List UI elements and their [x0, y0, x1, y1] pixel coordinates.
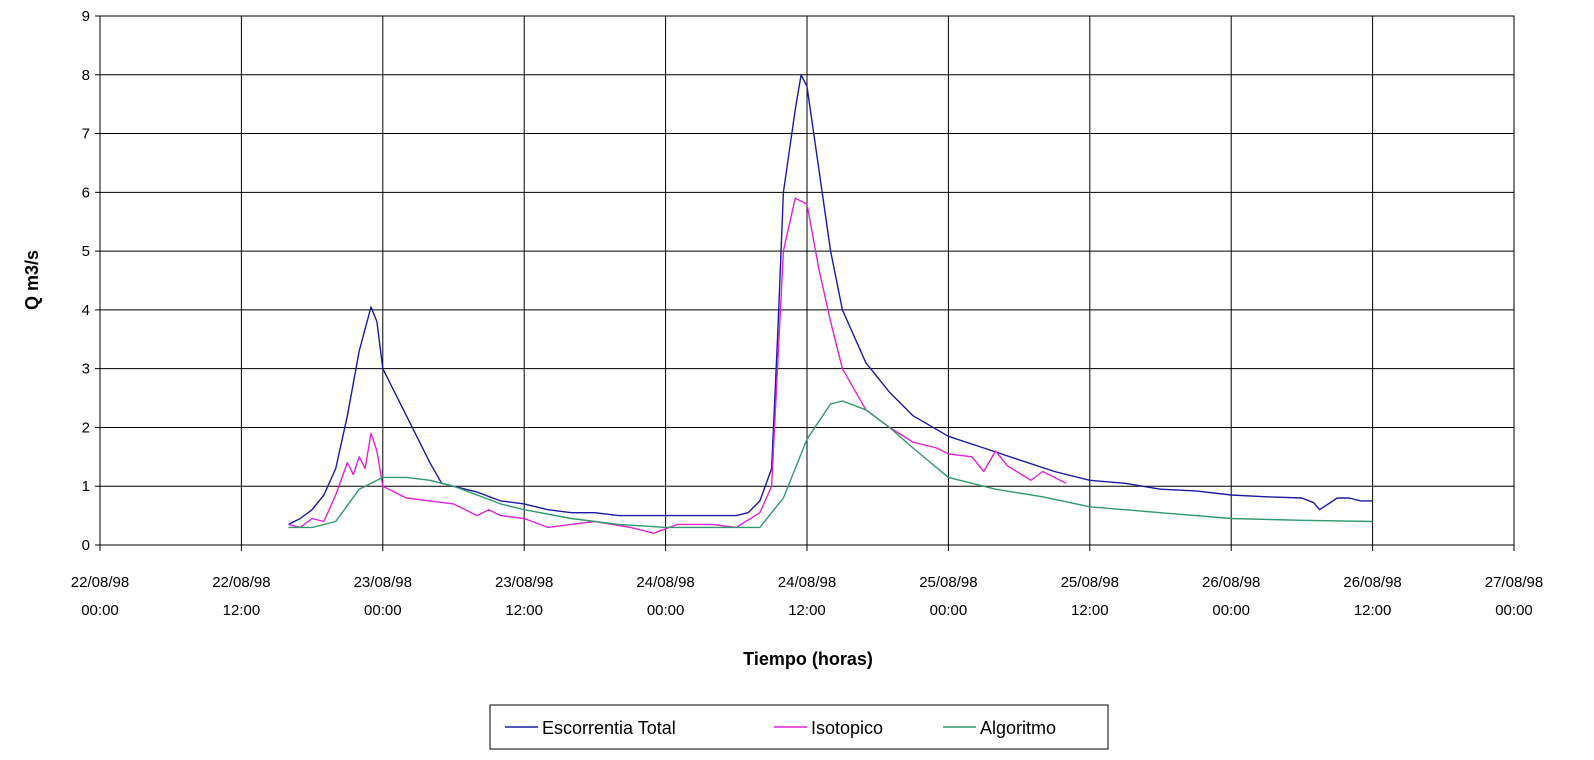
x-tick-date: 23/08/98 [495, 574, 553, 591]
x-tick-date: 22/08/98 [71, 574, 129, 591]
series-line-algoritmo [288, 400, 1373, 529]
x-tick-date: 23/08/98 [354, 574, 412, 591]
x-tick-time: 12:00 [788, 602, 826, 619]
x-tick-time: 00:00 [1212, 602, 1250, 619]
x-tick-date: 25/08/98 [919, 574, 977, 591]
y-tick-label: 9 [82, 8, 90, 25]
x-tick-label: 25/08/98 00:00 [919, 574, 977, 619]
series-line-escorrentia-total [288, 74, 1373, 526]
x-tick-time: 00:00 [81, 602, 119, 619]
x-tick-time: 12:00 [1354, 602, 1392, 619]
y-tick-label: 6 [82, 184, 90, 201]
x-tick-label: 27/08/98 00:00 [1485, 574, 1543, 619]
y-axis-label: Q m3/s [22, 250, 42, 310]
x-tick-label: 22/08/98 12:00 [212, 574, 270, 619]
y-axis-ticks: 0 1 2 3 4 5 6 7 8 9 [82, 8, 100, 554]
x-tick-label: 26/08/98 12:00 [1343, 574, 1401, 619]
series-line-isotopico [288, 197, 1067, 534]
x-tick-date: 27/08/98 [1485, 574, 1543, 591]
x-tick-date: 24/08/98 [636, 574, 694, 591]
x-tick-time: 00:00 [930, 602, 968, 619]
x-tick-label: 24/08/98 12:00 [778, 574, 836, 619]
x-tick-label: 23/08/98 00:00 [354, 574, 412, 619]
y-tick-label: 5 [82, 243, 90, 260]
x-tick-date: 25/08/98 [1061, 574, 1119, 591]
x-tick-time: 00:00 [647, 602, 685, 619]
x-tick-time: 12:00 [223, 602, 261, 619]
x-tick-time: 00:00 [1495, 602, 1533, 619]
x-tick-label: 24/08/98 00:00 [636, 574, 694, 619]
x-tick-date: 26/08/98 [1343, 574, 1401, 591]
x-tick-time: 12:00 [1071, 602, 1109, 619]
x-tick-label: 26/08/98 00:00 [1202, 574, 1260, 619]
legend: Escorrentia Total Isotopico Algoritmo [489, 704, 1109, 750]
x-axis-label: Tiempo (horas) [743, 649, 873, 669]
grid-lines [100, 15, 1514, 545]
y-tick-label: 2 [82, 419, 90, 436]
x-tick-date: 24/08/98 [778, 574, 836, 591]
x-tick-date: 26/08/98 [1202, 574, 1260, 591]
x-tick-time: 00:00 [364, 602, 402, 619]
y-tick-label: 7 [82, 126, 90, 143]
x-tick-label: 23/08/98 12:00 [495, 574, 553, 619]
x-tick-time: 12:00 [505, 602, 543, 619]
x-tick-label: 22/08/98 00:00 [71, 574, 129, 619]
x-tick-label: 25/08/98 12:00 [1061, 574, 1119, 619]
y-tick-label: 1 [82, 478, 90, 495]
y-tick-label: 8 [82, 67, 90, 84]
y-tick-label: 0 [82, 537, 90, 554]
y-tick-label: 3 [82, 361, 90, 378]
legend-label: Isotopico [811, 718, 883, 738]
x-tick-date: 22/08/98 [212, 574, 270, 591]
legend-label: Escorrentia Total [542, 718, 676, 738]
y-tick-label: 4 [82, 302, 90, 319]
series-lines [288, 74, 1373, 534]
legend-label: Algoritmo [980, 718, 1056, 738]
